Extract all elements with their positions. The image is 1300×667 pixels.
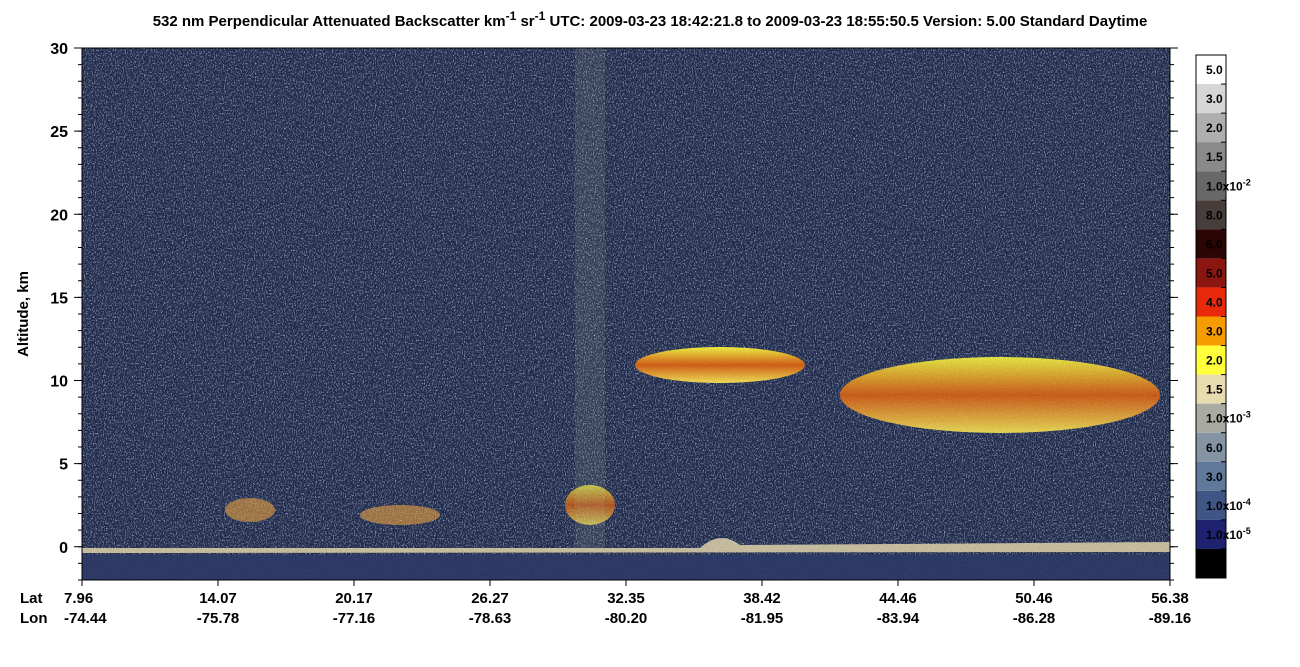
- colorbar-label-text: 1.0x10: [1206, 412, 1243, 426]
- lon-tick-label: -75.78: [197, 610, 240, 627]
- title-superscript: -1: [535, 9, 546, 23]
- y-tick-label: 30: [50, 41, 68, 58]
- colorbar-label: 2.0: [1206, 121, 1223, 135]
- colorbar-label-text: 5.0: [1206, 63, 1223, 77]
- colorbar-swatch: [1196, 548, 1226, 578]
- colorbar-label-text: 6.0: [1206, 441, 1223, 455]
- colorbar-label: 5.0: [1206, 63, 1223, 77]
- colorbar-label-text: 1.0x10: [1206, 499, 1243, 513]
- colorbar-swatch: [1196, 287, 1226, 317]
- chart-title: 532 nm Perpendicular Attenuated Backscat…: [153, 9, 1148, 30]
- colorbar-label-text: 1.0x10: [1206, 179, 1243, 193]
- lon-tick-label: -86.28: [1013, 610, 1056, 627]
- colorbar-label: 6.0: [1206, 237, 1223, 251]
- colorbar-swatch: [1196, 171, 1226, 201]
- lat-tick-label: 38.42: [743, 590, 781, 607]
- colorbar-label-text: 1.5: [1206, 383, 1223, 397]
- colorbar-label-text: 8.0: [1206, 208, 1223, 222]
- colorbar-label: 2.0: [1206, 354, 1223, 368]
- colorbar-label-text: 3.0: [1206, 325, 1223, 339]
- lon-tick-label: -80.20: [605, 610, 648, 627]
- title-text: 532 nm Perpendicular Attenuated Backscat…: [153, 13, 506, 30]
- colorbar-swatch: [1196, 316, 1226, 346]
- backscatter-image: [82, 48, 1170, 580]
- colorbar-label-superscript: -5: [1243, 526, 1251, 536]
- colorbar-label: 3.0: [1206, 325, 1223, 339]
- lat-tick-label: 32.35: [607, 590, 645, 607]
- colorbar-label: 1.0x10-5: [1206, 526, 1251, 542]
- lat-tick-label: 26.27: [471, 590, 509, 607]
- lat-tick-label: 14.07: [199, 590, 237, 607]
- colorbar-label-text: 6.0: [1206, 237, 1223, 251]
- colorbar-label-text: 3.0: [1206, 470, 1223, 484]
- y-tick-label: 25: [50, 124, 68, 141]
- colorbar-label: 5.0: [1206, 266, 1223, 280]
- colorbar-swatch: [1196, 432, 1226, 462]
- colorbar-label: 1.0x10-4: [1206, 497, 1251, 513]
- colorbar-swatch: [1196, 374, 1226, 404]
- colorbar-label-text: 1.0x10: [1206, 528, 1243, 542]
- colorbar-label: 1.0x10-2: [1206, 177, 1251, 193]
- lat-tick-label: 56.38: [1151, 590, 1189, 607]
- lat-tick-label: 20.17: [335, 590, 373, 607]
- colorbar-swatch: [1196, 229, 1226, 259]
- y-tick-label: 0: [59, 540, 68, 557]
- lon-tick-label: -74.44: [64, 610, 107, 627]
- colorbar-label-text: 2.0: [1206, 121, 1223, 135]
- colorbar-label: 3.0: [1206, 470, 1223, 484]
- colorbar-label-text: 3.0: [1206, 92, 1223, 106]
- y-tick-label: 5: [59, 457, 68, 474]
- colorbar-label-text: 1.5: [1206, 150, 1223, 164]
- lat-tick-label: 44.46: [879, 590, 917, 607]
- colorbar-label-text: 4.0: [1206, 296, 1223, 310]
- colorbar-label-superscript: -2: [1243, 177, 1251, 187]
- lat-label: Lat: [20, 590, 43, 607]
- lon-tick-label: -83.94: [877, 610, 920, 627]
- colorbar-swatch: [1196, 258, 1226, 288]
- colorbar-swatch: [1196, 55, 1226, 85]
- colorbar-swatch: [1196, 142, 1226, 172]
- colorbar-label: 3.0: [1206, 92, 1223, 106]
- colorbar-swatch: [1196, 490, 1226, 520]
- colorbar-label: 8.0: [1206, 208, 1223, 222]
- colorbar-label: 1.5: [1206, 150, 1223, 164]
- colorbar-swatch: [1196, 84, 1226, 114]
- title-text: UTC: 2009-03-23 18:42:21.8 to 2009-03-23…: [545, 13, 1147, 30]
- lon-label: Lon: [20, 610, 48, 627]
- colorbar-swatch: [1196, 461, 1226, 491]
- colorbar-label: 6.0: [1206, 441, 1223, 455]
- colorbar-label: 1.5: [1206, 383, 1223, 397]
- colorbar-swatch: [1196, 200, 1226, 230]
- lon-tick-label: -77.16: [333, 610, 376, 627]
- y-tick-label: 20: [50, 207, 68, 224]
- lon-tick-label: -89.16: [1149, 610, 1192, 627]
- y-tick-label: 15: [50, 290, 68, 307]
- colorbar-label-text: 5.0: [1206, 266, 1223, 280]
- colorbar-swatch: [1196, 519, 1226, 549]
- lon-tick-label: -78.63: [469, 610, 512, 627]
- colorbar-label-text: 2.0: [1206, 354, 1223, 368]
- colorbar-label-superscript: -4: [1243, 497, 1251, 507]
- colorbar-label-superscript: -3: [1243, 410, 1251, 420]
- colorbar-swatch: [1196, 345, 1226, 375]
- lat-tick-label: 7.96: [64, 590, 93, 607]
- colorbar-swatch: [1196, 113, 1226, 143]
- colorbar-swatch: [1196, 403, 1226, 433]
- y-axis-label: Altitude, km: [15, 271, 32, 357]
- y-tick-label: 10: [50, 374, 68, 391]
- colorbar-label: 4.0: [1206, 296, 1223, 310]
- colorbar-label: 1.0x10-3: [1206, 410, 1251, 426]
- lat-tick-label: 50.46: [1015, 590, 1053, 607]
- title-text: sr: [516, 13, 535, 30]
- title-superscript: -1: [506, 9, 517, 23]
- lon-tick-label: -81.95: [741, 610, 784, 627]
